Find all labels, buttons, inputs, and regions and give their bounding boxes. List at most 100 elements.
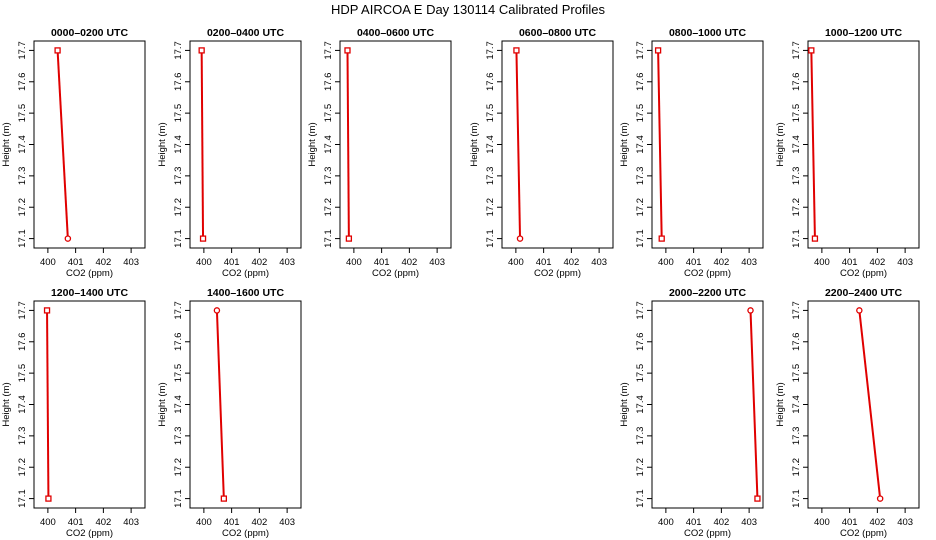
- series-line: [657, 50, 663, 239]
- y-tick-label: 17.7: [173, 301, 184, 320]
- y-tick-label: 17.4: [791, 395, 802, 414]
- y-tick-label: 17.5: [791, 364, 802, 383]
- y-tick-label: 17.5: [17, 364, 28, 383]
- x-tick-label: 403: [897, 517, 913, 528]
- y-tick-label: 17.6: [635, 73, 646, 92]
- chart-panel: 1200–1400 UTC 400 401 402 403 CO2 (ppm) 17.1 17…: [1, 287, 146, 539]
- y-tick-label: 17.7: [485, 41, 496, 60]
- data-point: [513, 47, 520, 54]
- y-tick-label: 17.7: [791, 301, 802, 320]
- x-tick-label: 402: [713, 517, 729, 528]
- chart-title: 2200–2400 UTC: [825, 287, 902, 299]
- x-tick-label: 403: [123, 517, 139, 528]
- y-tick-label: 17.7: [635, 301, 646, 320]
- data-point: [658, 235, 665, 242]
- data-point: [856, 307, 863, 314]
- y-tick-label: 17.6: [173, 73, 184, 92]
- chart-title: 0200–0400 UTC: [207, 27, 284, 39]
- x-tick-label: 401: [224, 257, 240, 268]
- y-tick-label: 17.7: [17, 41, 28, 60]
- y-tick-label: 17.7: [791, 41, 802, 60]
- data-point: [754, 495, 761, 502]
- chart-title: 0600–0800 UTC: [519, 27, 596, 39]
- series-line: [515, 50, 522, 239]
- y-axis-label: Height (m): [619, 122, 630, 166]
- x-tick-label: 401: [68, 257, 84, 268]
- data-point: [808, 47, 815, 54]
- x-axis-label: CO2 (ppm): [684, 268, 731, 279]
- data-point: [344, 47, 351, 54]
- x-tick-label: 403: [429, 257, 445, 268]
- x-tick-label: 403: [591, 257, 607, 268]
- y-tick-label: 17.4: [635, 395, 646, 414]
- y-tick-label: 17.5: [173, 104, 184, 123]
- x-axis-label: CO2 (ppm): [372, 268, 419, 279]
- y-tick-label: 17.4: [173, 135, 184, 154]
- y-tick-label: 17.4: [173, 395, 184, 414]
- plot-frame: [807, 300, 920, 509]
- y-tick-label: 17.5: [323, 104, 334, 123]
- x-tick-label: 402: [95, 257, 111, 268]
- x-tick-label: 400: [658, 257, 674, 268]
- series-line: [858, 310, 882, 499]
- data-point: [64, 235, 72, 242]
- x-tick-label: 403: [279, 517, 295, 528]
- x-tick-label: 400: [40, 257, 56, 268]
- y-tick-label: 17.3: [173, 167, 184, 186]
- y-tick-label: 17.4: [17, 395, 28, 414]
- y-tick-label: 17.2: [173, 198, 184, 217]
- y-tick-label: 17.6: [17, 73, 28, 92]
- y-axis-label: Height (m): [307, 122, 318, 166]
- x-tick-label: 402: [869, 257, 885, 268]
- x-tick-label: 400: [658, 517, 674, 528]
- x-tick-label: 400: [196, 517, 212, 528]
- x-tick-label: 401: [686, 257, 702, 268]
- x-tick-label: 402: [713, 257, 729, 268]
- data-point: [54, 47, 61, 54]
- plot-frame: [189, 300, 302, 509]
- y-tick-label: 17.5: [791, 104, 802, 123]
- y-tick-label: 17.3: [323, 167, 334, 186]
- y-tick-label: 17.5: [635, 364, 646, 383]
- y-tick-label: 17.3: [485, 167, 496, 186]
- chart-title: 1200–1400 UTC: [51, 287, 128, 299]
- y-tick-label: 17.1: [635, 229, 646, 248]
- x-tick-label: 403: [123, 257, 139, 268]
- chart-panel: 0800–1000 UTC 400 401 402 403 CO2 (ppm) 17.1 17…: [619, 27, 764, 279]
- x-tick-label: 402: [251, 517, 267, 528]
- x-tick-label: 400: [814, 517, 830, 528]
- y-tick-label: 17.6: [635, 333, 646, 352]
- y-tick-label: 17.3: [635, 427, 646, 446]
- y-tick-label: 17.6: [791, 73, 802, 92]
- y-tick-label: 17.3: [173, 427, 184, 446]
- y-tick-label: 17.3: [635, 167, 646, 186]
- data-point: [516, 235, 524, 242]
- y-tick-label: 17.7: [173, 41, 184, 60]
- y-tick-label: 17.1: [173, 229, 184, 248]
- x-axis-label: CO2 (ppm): [66, 528, 113, 539]
- y-tick-label: 17.1: [635, 489, 646, 508]
- y-axis-label: Height (m): [775, 382, 786, 426]
- y-tick-label: 17.7: [635, 41, 646, 60]
- x-tick-label: 400: [346, 257, 362, 268]
- y-tick-label: 17.6: [173, 333, 184, 352]
- plot-frame: [189, 40, 302, 249]
- x-tick-label: 401: [686, 517, 702, 528]
- y-tick-label: 17.5: [17, 104, 28, 123]
- chart-panel: 0600–0800 UTC 400 401 402 403 CO2 (ppm) 17.1 17…: [469, 27, 614, 279]
- y-tick-label: 17.2: [485, 198, 496, 217]
- x-tick-label: 402: [563, 257, 579, 268]
- y-tick-label: 17.3: [791, 167, 802, 186]
- y-axis-label: Height (m): [619, 382, 630, 426]
- data-point: [198, 47, 205, 54]
- chart-title: 1000–1200 UTC: [825, 27, 902, 39]
- data-point: [220, 495, 228, 502]
- chart-panel: 2000–2200 UTC 400 401 402 403 CO2 (ppm) 17.1 17…: [619, 287, 764, 539]
- y-tick-label: 17.2: [791, 198, 802, 217]
- x-axis-label: CO2 (ppm): [66, 268, 113, 279]
- chart-title: 1400–1600 UTC: [207, 287, 284, 299]
- plot-frame: [651, 40, 764, 249]
- x-tick-label: 401: [536, 257, 552, 268]
- y-tick-label: 17.6: [485, 73, 496, 92]
- chart-title: 0800–1000 UTC: [669, 27, 746, 39]
